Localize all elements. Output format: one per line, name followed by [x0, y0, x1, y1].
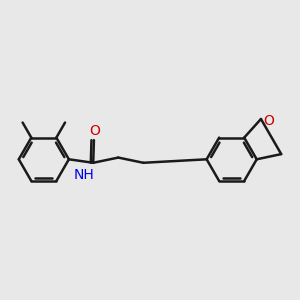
- Text: O: O: [89, 124, 100, 138]
- Text: O: O: [264, 114, 274, 128]
- Text: NH: NH: [74, 168, 95, 182]
